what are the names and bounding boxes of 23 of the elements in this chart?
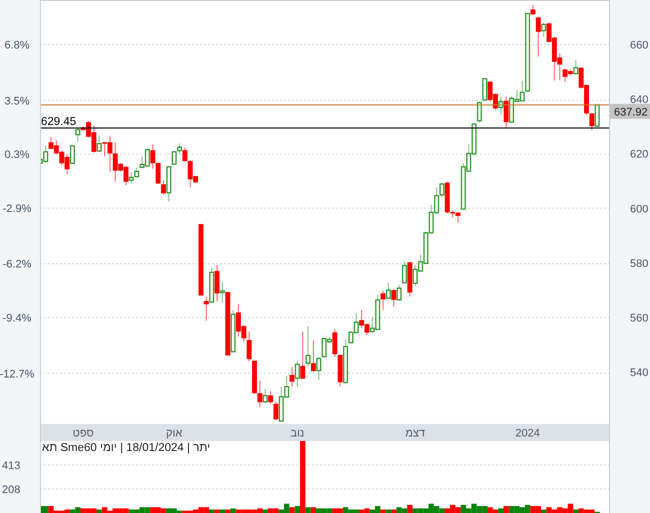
x-tick-label: דצמ [405,428,425,440]
y-tick-label: 413 [2,460,20,472]
x-tick-label: אוק [166,428,182,440]
x-tick-label: 2024 [515,428,540,440]
y-tick-label: 6.8% [4,40,30,52]
y2-tick-label: 540 [630,366,648,379]
y-tick-label: 3.5% [4,95,30,108]
y-tick-label: -12.7% [0,368,35,380]
y-tick-label: -2.9% [2,203,32,216]
ref-line-label: 629.45 [41,116,76,128]
y2-tick-label: 600 [630,203,648,216]
y-tick-label: 208 [2,484,20,496]
y-tick-label: -9.4% [2,312,32,325]
y2-tick-label: 640 [630,94,648,106]
y2-tick-label: 580 [630,258,648,270]
ref-line-label: 637.92 [614,106,648,118]
x-tick-label: ספט [72,428,94,440]
y-tick-label: -6.2% [2,258,32,271]
x-tick-label: נוב [290,428,304,440]
y2-tick-label: 560 [630,312,648,324]
y2-tick-label: 620 [630,148,648,161]
y2-tick-label: 660 [630,40,648,52]
y-tick-label: 0.3% [4,149,30,162]
